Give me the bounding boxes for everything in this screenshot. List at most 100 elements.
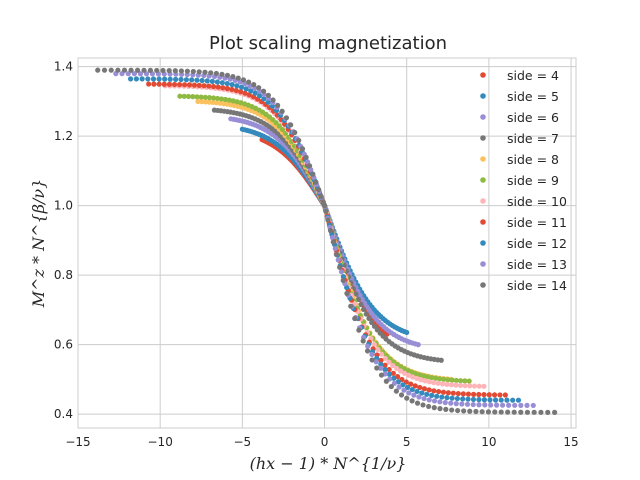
- data-point: [415, 342, 421, 348]
- data-point: [313, 179, 319, 185]
- data-point: [337, 264, 343, 270]
- data-point: [405, 372, 412, 378]
- data-point: [414, 400, 421, 406]
- y-tick-label: 0.4: [54, 407, 73, 421]
- y-tick-label: 1.4: [54, 60, 73, 74]
- data-point: [466, 378, 472, 384]
- data-point: [270, 117, 276, 123]
- legend-marker: [480, 240, 486, 246]
- data-point: [238, 84, 245, 90]
- data-point: [196, 82, 202, 88]
- legend-marker: [480, 72, 486, 78]
- data-point: [440, 389, 447, 395]
- data-point: [355, 296, 362, 303]
- data-point: [128, 67, 134, 73]
- data-point: [408, 381, 414, 387]
- data-point: [443, 406, 449, 412]
- legend-label: side = 12: [507, 236, 567, 251]
- data-point: [374, 365, 380, 371]
- data-point: [133, 76, 139, 82]
- data-point: [243, 86, 249, 92]
- data-point: [199, 77, 205, 84]
- data-point: [409, 386, 415, 393]
- data-point: [256, 85, 262, 91]
- data-point: [437, 406, 443, 412]
- data-point: [476, 397, 482, 403]
- data-point: [156, 76, 162, 82]
- data-point: [321, 203, 328, 209]
- chart-title: Plot scaling magnetization: [209, 33, 447, 54]
- data-point: [101, 67, 108, 73]
- data-point: [429, 392, 435, 398]
- data-point: [396, 384, 402, 390]
- data-point: [146, 81, 152, 87]
- data-point: [531, 409, 537, 415]
- data-point: [161, 81, 167, 87]
- data-point: [183, 77, 189, 83]
- data-point: [252, 90, 258, 96]
- data-point: [310, 171, 316, 177]
- data-point: [461, 408, 467, 414]
- data-point: [222, 96, 229, 103]
- data-point: [95, 67, 101, 73]
- data-point: [444, 395, 450, 401]
- data-point: [552, 409, 558, 415]
- data-point: [224, 80, 230, 87]
- data-point: [449, 395, 455, 401]
- data-point: [240, 77, 247, 83]
- data-point: [454, 395, 460, 402]
- data-point: [206, 95, 213, 101]
- data-point: [482, 402, 488, 408]
- data-point: [388, 383, 394, 390]
- data-point: [369, 351, 375, 358]
- data-point: [404, 395, 410, 401]
- data-point: [498, 397, 504, 403]
- legend-marker: [480, 282, 486, 288]
- data-points: [95, 67, 558, 415]
- data-point: [191, 82, 198, 88]
- data-point: [141, 67, 147, 73]
- legend-label: side = 5: [507, 89, 559, 104]
- x-tick-labels: −15 −10 −5 0 5 10 15: [65, 435, 578, 449]
- data-point: [108, 67, 114, 73]
- data-point: [283, 115, 290, 121]
- data-point: [299, 146, 306, 152]
- data-point: [358, 301, 364, 308]
- data-point: [515, 397, 522, 403]
- data-point: [308, 167, 314, 173]
- data-point: [382, 362, 388, 368]
- data-point: [156, 81, 162, 87]
- y-tick-label: 1.0: [54, 199, 73, 213]
- series-12: [127, 76, 522, 403]
- data-point: [453, 401, 459, 407]
- data-point: [398, 392, 405, 398]
- data-point: [439, 381, 446, 387]
- data-point: [270, 97, 276, 103]
- data-point: [364, 348, 371, 354]
- data-point: [460, 391, 466, 397]
- data-point: [494, 402, 500, 408]
- data-point: [400, 382, 406, 388]
- data-point: [435, 380, 441, 386]
- data-point: [167, 76, 173, 82]
- data-point: [134, 67, 141, 73]
- data-point: [460, 396, 466, 402]
- data-point: [504, 397, 510, 403]
- data-point: [215, 84, 221, 90]
- legend-label: side = 9: [507, 173, 559, 188]
- data-point: [436, 388, 442, 395]
- x-tick-label: 5: [403, 435, 411, 449]
- data-point: [464, 401, 471, 407]
- data-point: [448, 400, 454, 406]
- data-point: [491, 392, 498, 398]
- y-tick-label: 0.6: [54, 338, 73, 352]
- y-axis-label: M^z * N^{β/ν}: [29, 179, 48, 309]
- data-point: [486, 392, 492, 398]
- data-point: [428, 374, 435, 381]
- data-point: [307, 163, 313, 169]
- data-point: [481, 392, 487, 398]
- data-point: [209, 78, 215, 84]
- x-tick-label: 0: [321, 435, 329, 449]
- data-point: [426, 379, 433, 385]
